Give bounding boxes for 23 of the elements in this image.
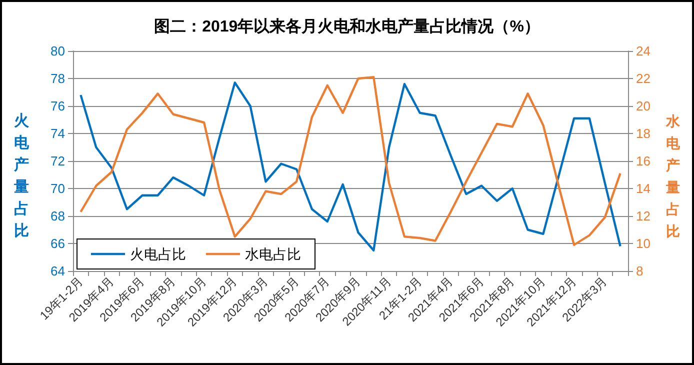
y-tick-label: 64 bbox=[50, 264, 65, 278]
y-tick-label: 80 bbox=[50, 44, 65, 58]
y-axis-title: 火电产量占比 bbox=[13, 112, 30, 240]
y-tick-label: 74 bbox=[50, 126, 65, 141]
chart-title: 图二：2019年以来各月火电和水电产量占比情况（%） bbox=[154, 18, 540, 36]
y2-tick-label: 16 bbox=[636, 154, 650, 168]
legend-label: 火电占比 bbox=[130, 246, 186, 262]
y-tick-label: 76 bbox=[50, 98, 65, 114]
y2-tick-label: 22 bbox=[636, 71, 650, 86]
y2-tick-label: 20 bbox=[636, 98, 650, 114]
y2-tick-label: 14 bbox=[636, 181, 650, 196]
y2-tick-label: 8 bbox=[636, 264, 644, 278]
y-tick-label: 66 bbox=[50, 236, 65, 251]
y2-axis-title: 水电产量占比 bbox=[665, 113, 681, 239]
y2-tick-label: 12 bbox=[636, 208, 650, 224]
y2-tick-label: 10 bbox=[636, 236, 650, 251]
y-tick-label: 68 bbox=[50, 208, 65, 224]
y-tick-label: 70 bbox=[50, 181, 65, 196]
y-tick-label: 78 bbox=[50, 71, 65, 86]
legend-label: 水电占比 bbox=[245, 246, 301, 262]
y-tick-label: 72 bbox=[50, 154, 65, 168]
y2-tick-label: 18 bbox=[636, 126, 650, 141]
y2-tick-label: 24 bbox=[636, 44, 650, 58]
